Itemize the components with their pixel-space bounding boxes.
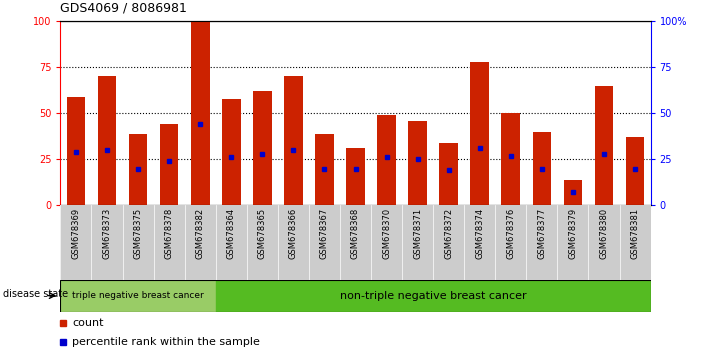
Bar — [154, 205, 185, 280]
Text: GSM678364: GSM678364 — [227, 207, 236, 259]
Bar — [496, 205, 526, 280]
Bar — [408, 121, 427, 205]
Bar — [160, 124, 178, 205]
Bar — [526, 205, 557, 280]
Bar — [433, 205, 464, 280]
Bar — [557, 205, 589, 280]
Text: GSM678373: GSM678373 — [102, 207, 112, 259]
Bar — [60, 280, 215, 312]
Text: GSM678365: GSM678365 — [258, 207, 267, 259]
Bar — [185, 205, 215, 280]
Text: GSM678374: GSM678374 — [475, 207, 484, 259]
Text: GSM678366: GSM678366 — [289, 207, 298, 259]
Bar — [439, 143, 458, 205]
Bar — [92, 205, 122, 280]
Bar — [284, 76, 303, 205]
Text: percentile rank within the sample: percentile rank within the sample — [73, 337, 260, 347]
Text: triple negative breast cancer: triple negative breast cancer — [73, 291, 204, 300]
Text: GSM678372: GSM678372 — [444, 207, 453, 259]
Text: GSM678379: GSM678379 — [568, 207, 577, 259]
Bar — [191, 21, 210, 205]
Text: GSM678378: GSM678378 — [165, 207, 173, 259]
Text: non-triple negative breast cancer: non-triple negative breast cancer — [340, 291, 526, 301]
Text: GDS4069 / 8086981: GDS4069 / 8086981 — [60, 1, 187, 14]
Text: count: count — [73, 318, 104, 329]
Text: GSM678371: GSM678371 — [413, 207, 422, 259]
Bar — [129, 133, 147, 205]
Bar — [60, 205, 92, 280]
Text: GSM678368: GSM678368 — [351, 207, 360, 259]
Text: GSM678381: GSM678381 — [631, 207, 639, 259]
Bar — [594, 86, 614, 205]
Bar — [471, 62, 489, 205]
Bar — [619, 205, 651, 280]
Bar — [309, 205, 340, 280]
Bar — [340, 205, 371, 280]
Text: GSM678376: GSM678376 — [506, 207, 515, 259]
Bar — [626, 137, 644, 205]
Bar — [589, 205, 619, 280]
Bar — [402, 205, 433, 280]
Bar — [97, 76, 117, 205]
Bar — [247, 205, 278, 280]
Bar — [501, 113, 520, 205]
Bar — [215, 205, 247, 280]
Bar — [315, 133, 333, 205]
Bar — [378, 115, 396, 205]
Text: GSM678382: GSM678382 — [196, 207, 205, 259]
Bar — [67, 97, 85, 205]
Text: GSM678369: GSM678369 — [72, 207, 80, 259]
Bar — [215, 280, 651, 312]
Bar — [122, 205, 154, 280]
Bar — [371, 205, 402, 280]
Bar — [222, 98, 240, 205]
Text: GSM678375: GSM678375 — [134, 207, 143, 259]
Text: GSM678377: GSM678377 — [538, 207, 546, 259]
Bar — [278, 205, 309, 280]
Bar — [564, 179, 582, 205]
Bar — [464, 205, 496, 280]
Bar — [533, 132, 551, 205]
Text: GSM678380: GSM678380 — [599, 207, 609, 259]
Text: disease state: disease state — [3, 289, 68, 299]
Bar — [346, 148, 365, 205]
Text: GSM678370: GSM678370 — [382, 207, 391, 259]
Text: GSM678367: GSM678367 — [320, 207, 329, 259]
Bar — [253, 91, 272, 205]
